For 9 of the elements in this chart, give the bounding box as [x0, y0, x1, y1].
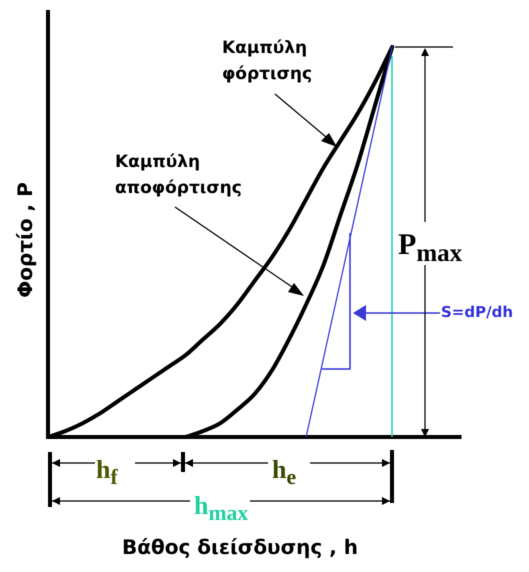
annotation: S=dP/dh [441, 302, 514, 323]
x-axis-title: Βάθος διείσδυσης , h [121, 535, 359, 559]
text: h$_{e}$ [272, 454, 298, 492]
annotation: Καμπύλη φόρτισης [222, 37, 314, 86]
text: h$_{max}$ [194, 490, 250, 528]
annotation: P$_{max}$ [398, 227, 464, 269]
text: h$_{f}$ [96, 454, 119, 492]
annotation: Καμπύλη αποφόρτισης [115, 151, 243, 200]
y-axis-title: Φορτίο , P [13, 182, 37, 298]
